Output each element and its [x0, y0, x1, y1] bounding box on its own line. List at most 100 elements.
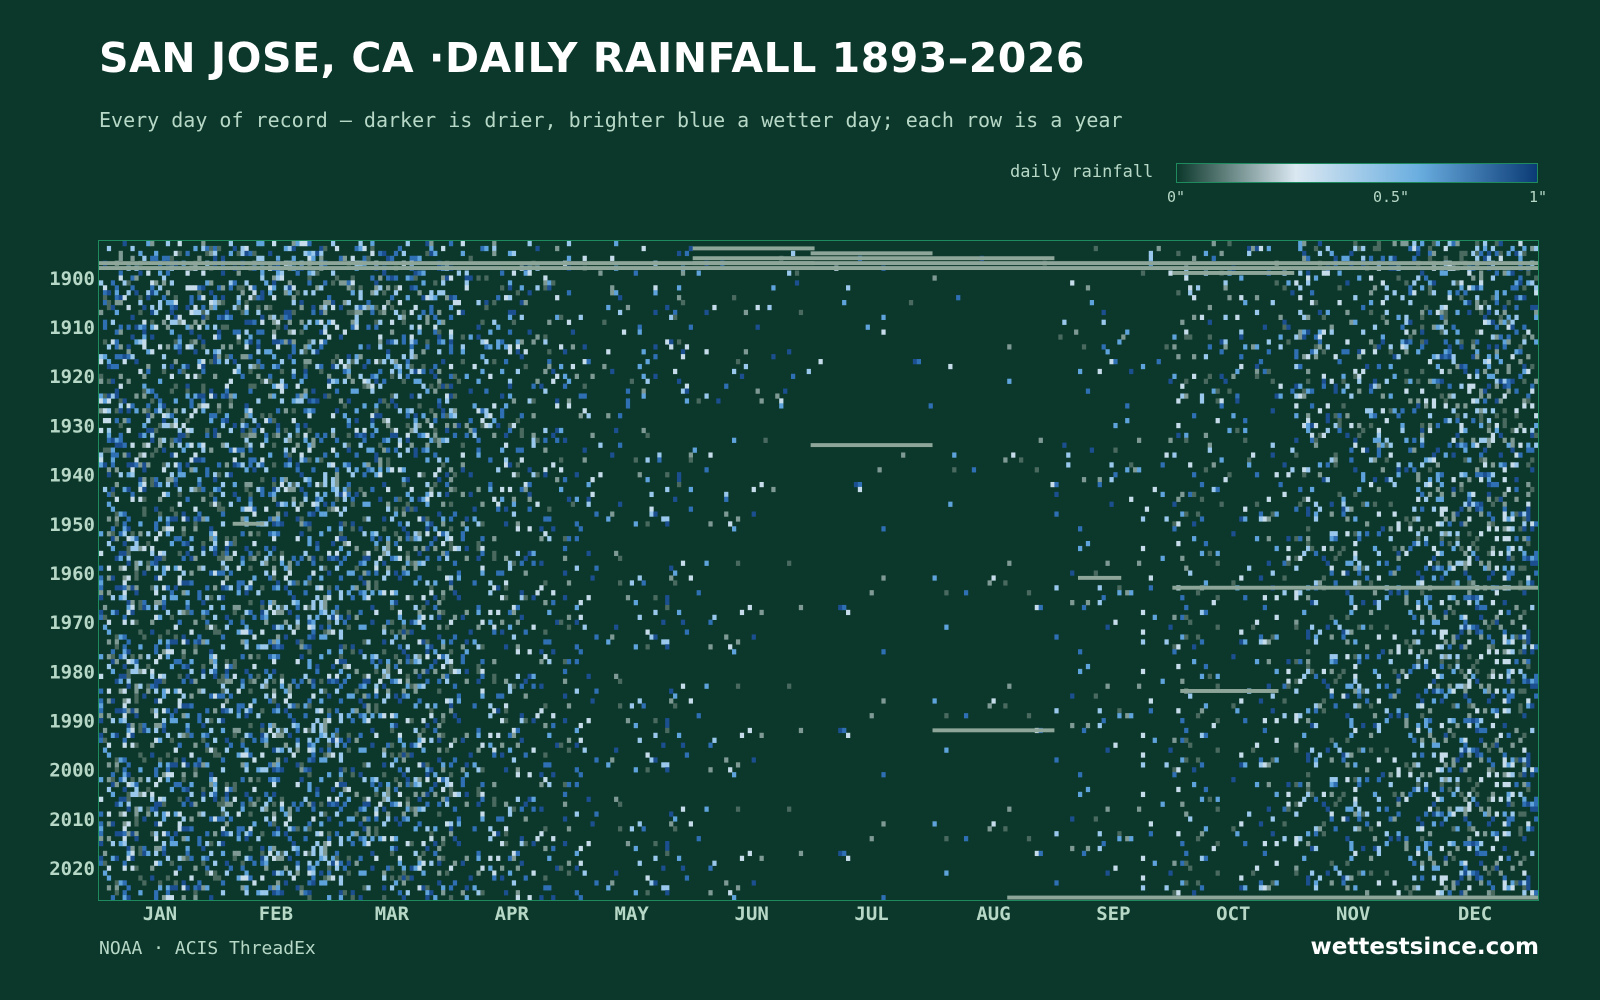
- heatmap-cell: [1376, 447, 1382, 453]
- heatmap-cell: [912, 359, 918, 365]
- heatmap-cell: [405, 654, 410, 660]
- heatmap-cell: [393, 427, 399, 434]
- heatmap-cell: [1502, 600, 1507, 606]
- heatmap-cell: [401, 565, 406, 571]
- heatmap-cell: [1396, 565, 1401, 571]
- heatmap-cell: [114, 300, 119, 306]
- heatmap-cell: [1482, 319, 1488, 325]
- heatmap-cell: [106, 619, 112, 625]
- heatmap-cell: [633, 457, 638, 463]
- heatmap-cell: [146, 418, 151, 424]
- heatmap-cell: [374, 668, 379, 675]
- heatmap-cell: [295, 560, 300, 566]
- heatmap-cell: [1420, 649, 1425, 655]
- heatmap-cell: [771, 354, 776, 360]
- heatmap-cell: [413, 654, 418, 660]
- heatmap-cell: [102, 393, 108, 399]
- heatmap-cell: [181, 319, 186, 325]
- heatmap-cell: [1361, 329, 1366, 335]
- heatmap-cell: [1435, 378, 1441, 384]
- heatmap-cell: [1211, 255, 1216, 261]
- heatmap-cell: [330, 555, 336, 561]
- heatmap-cell: [114, 678, 119, 684]
- heatmap-cell: [1510, 437, 1515, 443]
- heatmap-cell: [378, 413, 383, 419]
- heatmap-cell: [283, 437, 289, 443]
- heatmap-cell: [236, 295, 241, 301]
- heatmap-cell: [370, 467, 375, 473]
- heatmap-cell: [1408, 644, 1413, 650]
- heatmap-cell: [287, 319, 292, 325]
- heatmap-cell: [1427, 609, 1433, 616]
- heatmap-cell: [1302, 496, 1307, 502]
- heatmap-cell: [1467, 388, 1472, 394]
- heatmap-cell: [106, 575, 112, 581]
- heatmap-cell: [1011, 452, 1016, 458]
- heatmap-cell: [1227, 427, 1232, 434]
- heatmap-cell: [334, 604, 340, 611]
- heatmap-cell: [480, 668, 485, 675]
- heatmap-cell: [429, 663, 434, 670]
- heatmap-cell: [264, 304, 269, 311]
- heatmap-cell: [213, 304, 218, 311]
- heatmap-cell: [421, 280, 426, 286]
- heatmap-cell: [169, 649, 174, 655]
- heatmap-cell: [562, 477, 568, 483]
- heatmap-cell: [224, 540, 230, 547]
- heatmap-cell: [1443, 403, 1448, 409]
- heatmap-cell: [299, 521, 304, 527]
- heatmap-cell: [374, 570, 379, 576]
- heatmap-cell: [389, 467, 395, 473]
- heatmap-cell: [1435, 309, 1441, 316]
- heatmap-cell: [1463, 644, 1468, 650]
- heatmap-cell: [1357, 432, 1362, 439]
- heatmap-cell: [142, 496, 147, 502]
- heatmap-cell: [330, 477, 336, 483]
- heatmap-cell: [500, 496, 505, 502]
- heatmap-cell: [1475, 536, 1480, 542]
- heatmap-cell: [311, 290, 316, 296]
- heatmap-cell: [1447, 688, 1452, 694]
- heatmap-cell: [1376, 634, 1382, 640]
- heatmap-cell: [260, 378, 265, 384]
- heatmap-cell: [413, 619, 418, 625]
- heatmap-cell: [110, 536, 116, 542]
- heatmap-cell: [299, 501, 304, 507]
- heatmap-cell: [527, 241, 532, 247]
- heatmap-cell: [1329, 531, 1334, 537]
- heatmap-cell: [307, 398, 312, 404]
- heatmap-cell: [118, 383, 123, 389]
- heatmap-cell: [507, 462, 513, 468]
- heatmap-cell: [338, 521, 344, 527]
- heatmap-cell: [1380, 255, 1385, 261]
- heatmap-cell: [1467, 531, 1472, 537]
- heatmap-cell: [1192, 413, 1197, 419]
- heatmap-cell: [342, 663, 347, 670]
- heatmap-cell: [370, 373, 375, 379]
- heatmap-cell: [1302, 393, 1307, 399]
- heatmap-cell: [1309, 545, 1315, 552]
- heatmap-cell: [1510, 526, 1515, 532]
- heatmap-cell: [507, 314, 513, 320]
- heatmap-cell: [429, 368, 434, 375]
- heatmap-cell: [177, 550, 182, 557]
- heatmap-cell: [173, 314, 178, 320]
- heatmap-cell: [271, 678, 277, 684]
- heatmap-cell: [1404, 550, 1409, 557]
- heatmap-cell: [570, 501, 576, 507]
- heatmap-cell: [295, 383, 300, 389]
- heatmap-cell: [279, 644, 285, 650]
- heatmap-cell: [794, 270, 800, 276]
- heatmap-cell: [1498, 432, 1503, 439]
- heatmap-cell: [1518, 344, 1523, 350]
- heatmap-cell: [429, 309, 434, 316]
- heatmap-cell: [386, 275, 391, 281]
- heatmap-cell: [386, 418, 391, 424]
- heatmap-cell: [295, 619, 300, 625]
- heatmap-cell: [134, 359, 139, 365]
- heatmap-cell: [405, 432, 410, 439]
- heatmap-cell: [275, 339, 281, 345]
- heatmap-cell: [1420, 491, 1425, 498]
- heatmap-cell: [1514, 408, 1519, 414]
- heatmap-cell: [1455, 683, 1460, 689]
